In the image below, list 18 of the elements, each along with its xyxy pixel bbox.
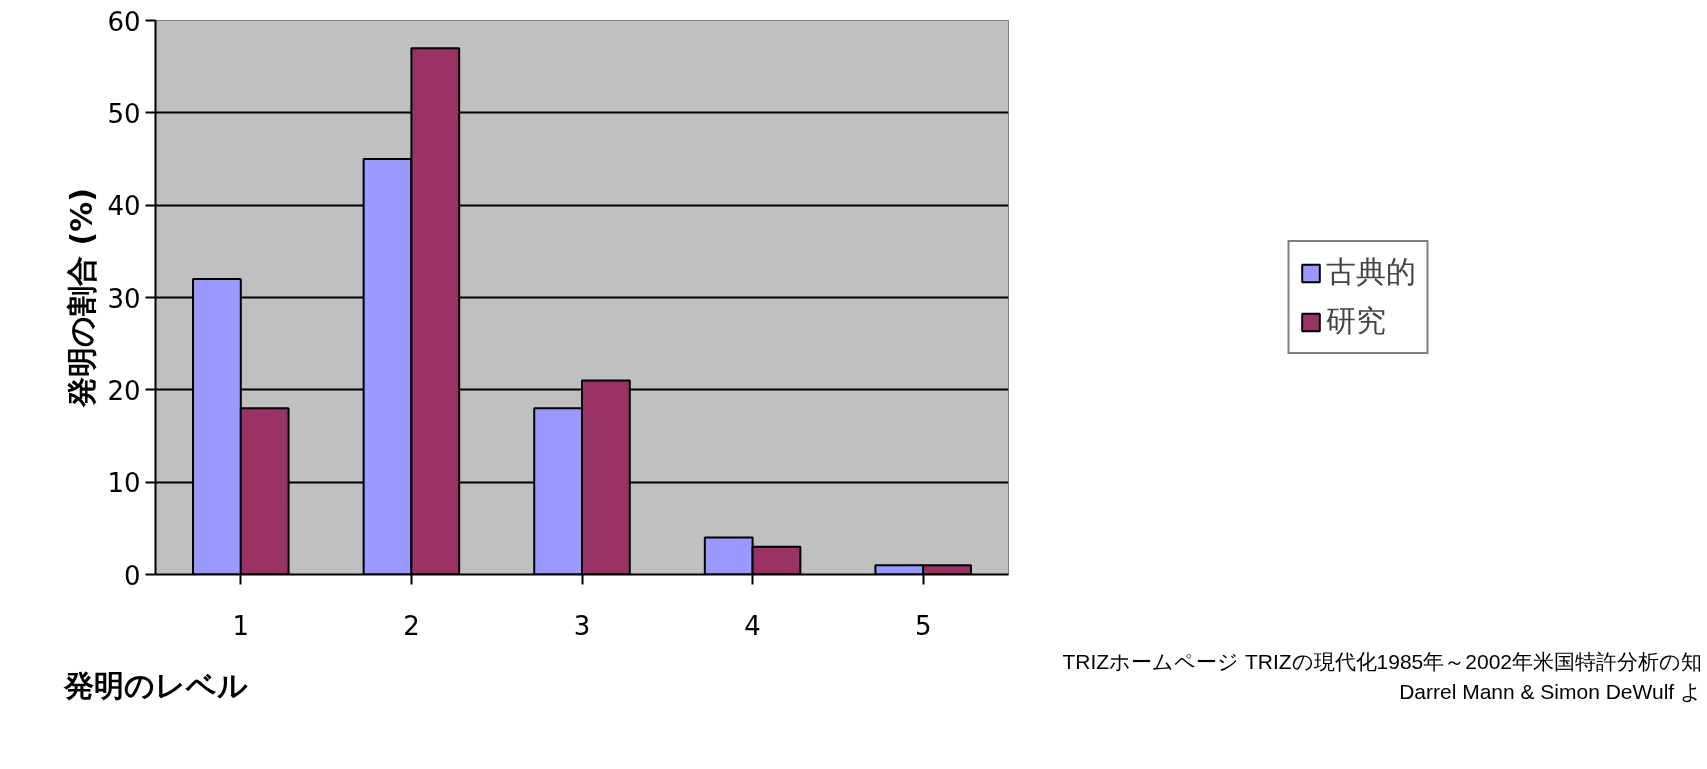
y-tick-label: 50 — [107, 98, 141, 129]
y-tick-label: 30 — [107, 283, 141, 314]
x-tick-label: 2 — [403, 610, 420, 641]
legend-label: 古典的 — [1326, 253, 1416, 291]
x-tick-label: 4 — [744, 610, 761, 641]
y-tick-label: 20 — [107, 375, 141, 406]
y-axis-title: 発明の割合 (%) — [64, 188, 100, 408]
text: TRIZホームページ TRIZの現代化1985年～2002年米国特許分析の知 — [1062, 650, 1702, 673]
y-tick-label: 10 — [107, 468, 141, 499]
y-tick-label: 60 — [107, 6, 141, 37]
y-tick-label: 40 — [107, 191, 141, 222]
x-tick-label: 1 — [232, 610, 250, 641]
x-axis-title: 発明のレベル — [62, 667, 248, 703]
text: Darrel Mann & Simon DeWulf よ — [1399, 680, 1702, 703]
y-tick-label: 0 — [123, 560, 141, 591]
x-tick-label: 5 — [914, 610, 932, 641]
x-tick-label: 3 — [573, 610, 591, 641]
legend-label: 研究 — [1326, 302, 1386, 340]
